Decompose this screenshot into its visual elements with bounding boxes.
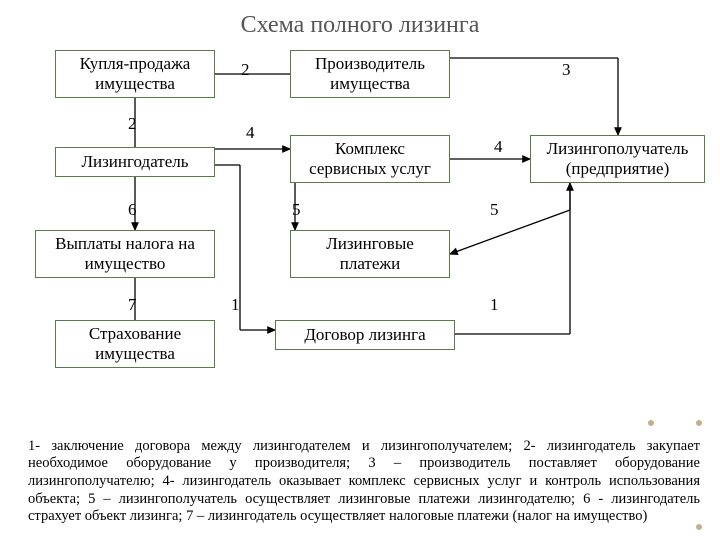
box-producer: Производитель имущества xyxy=(290,50,450,98)
box-purchase: Купля-продажа имущества xyxy=(55,50,215,98)
edge-label-one_right: 1 xyxy=(490,295,499,315)
edge-label-six: 6 xyxy=(128,200,137,220)
decorative-dot xyxy=(696,420,702,426)
box-insurance: Страхование имущества xyxy=(55,320,215,368)
box-taxpay: Выплаты налога на имущество xyxy=(35,230,215,278)
edge-label-five_right: 5 xyxy=(490,200,499,220)
edge-label-one_left: 1 xyxy=(231,295,240,315)
edge-label-mid_4_right: 4 xyxy=(494,137,503,157)
page-title: Схема полного лизинга xyxy=(0,12,720,39)
edge-label-mid_4_left: 4 xyxy=(246,123,255,143)
box-lessor: Лизингодатель xyxy=(55,147,215,177)
box-leasepay: Лизинговые платежи xyxy=(290,230,450,278)
edge-label-five_left: 5 xyxy=(292,200,301,220)
arrow-line xyxy=(450,210,570,254)
caption-text: 1- заключение договора между лизингодате… xyxy=(28,438,700,526)
edge-label-seven: 7 xyxy=(128,295,137,315)
edge-label-top_2: 2 xyxy=(241,60,250,80)
edge-label-left_2: 2 xyxy=(128,114,137,134)
decorative-dot xyxy=(648,420,654,426)
decorative-dot xyxy=(696,524,702,530)
box-lessee: Лизингополучатель (предприятие) xyxy=(530,135,705,183)
box-services: Комплекс сервисных услуг xyxy=(290,135,450,183)
edge-label-top_3: 3 xyxy=(562,60,571,80)
box-contract: Договор лизинга xyxy=(275,320,455,350)
